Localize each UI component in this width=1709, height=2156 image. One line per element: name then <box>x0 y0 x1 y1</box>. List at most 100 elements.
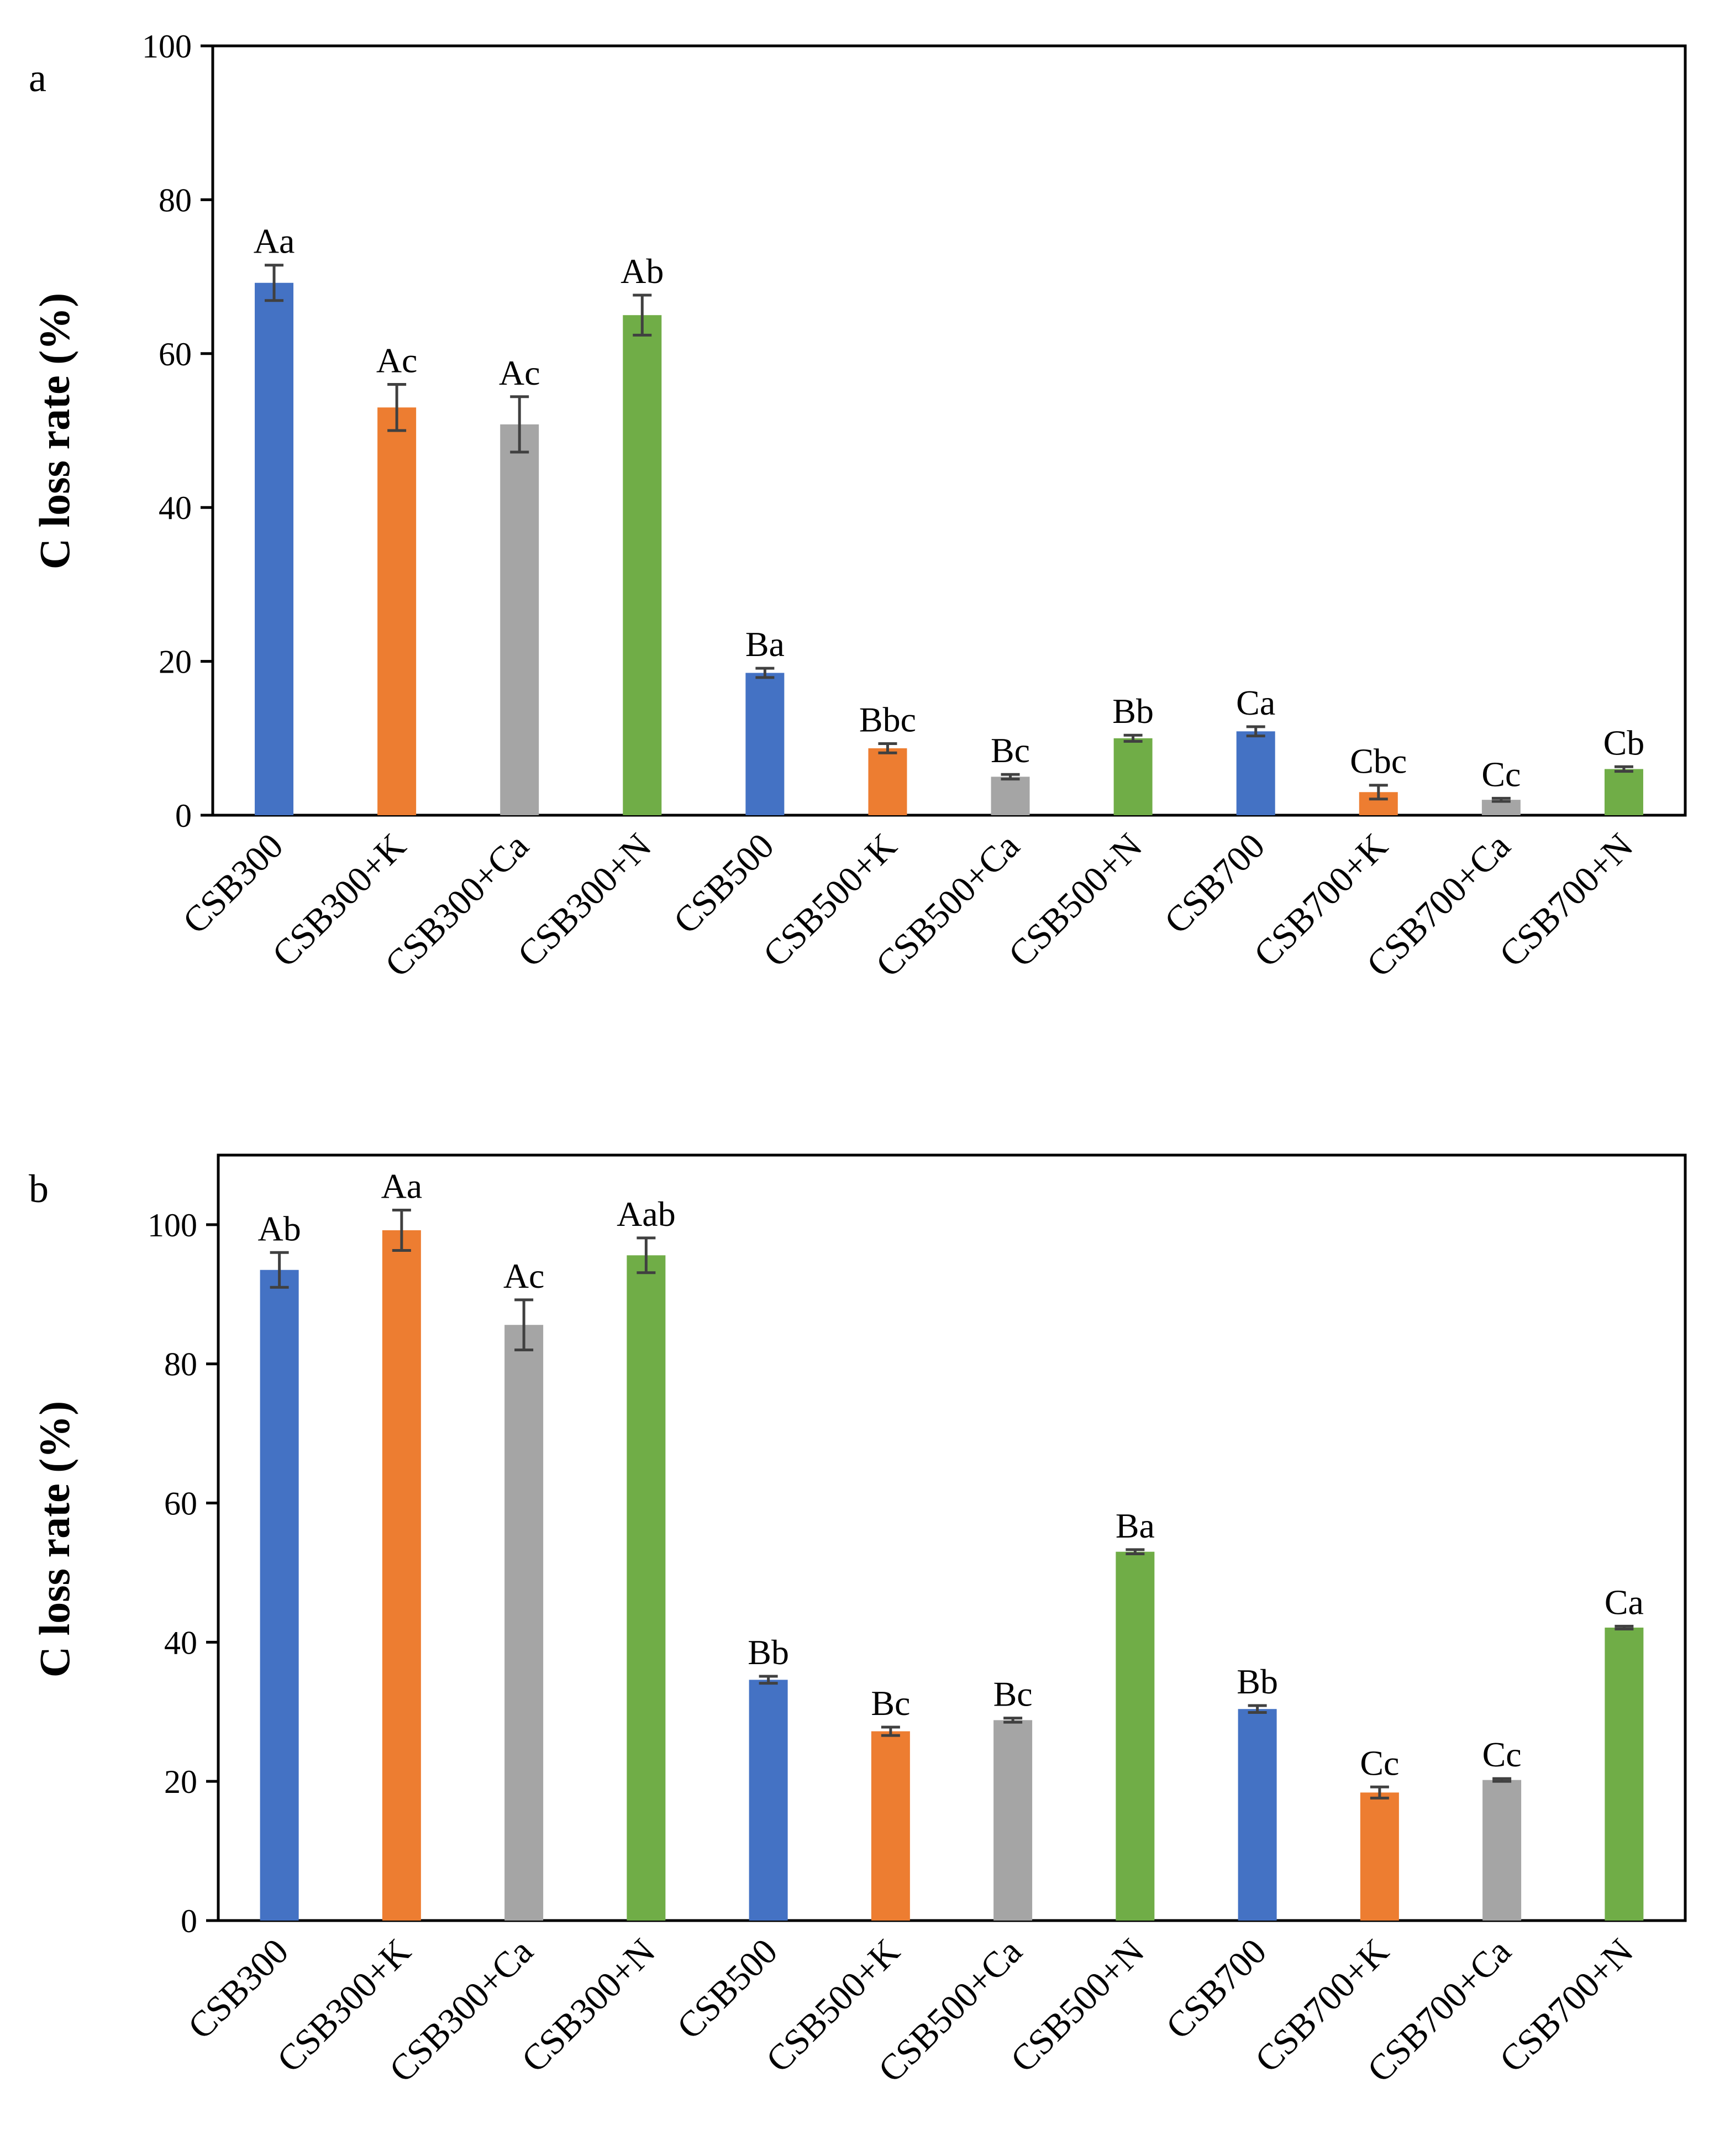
error-bar-a-5 <box>878 742 897 754</box>
bar-a-7 <box>1113 738 1153 815</box>
significance-label-b-4: Bb <box>748 1633 789 1672</box>
x-category-label-a-4: CSB500 <box>666 826 782 942</box>
error-bar-a-2 <box>510 395 529 454</box>
significance-label-a-6: Bc <box>991 731 1030 770</box>
error-bar-b-11 <box>1615 1624 1634 1630</box>
significance-label-b-0: Ab <box>258 1209 301 1248</box>
error-bar-b-6 <box>1003 1717 1023 1724</box>
error-bar-b-4 <box>759 1675 778 1685</box>
significance-label-a-3: Ab <box>621 251 664 291</box>
x-category-label-b-7: CSB500+N <box>1003 1931 1152 2080</box>
significance-label-a-2: Ac <box>499 353 540 392</box>
bar-a-3 <box>623 315 662 815</box>
plot-frame-b <box>217 1153 1687 1922</box>
bar-b-8 <box>1238 1709 1277 1921</box>
significance-label-b-2: Ac <box>503 1256 545 1295</box>
y-tick-label-b-3: 60 <box>164 1486 197 1522</box>
x-category-label-b-3: CSB300+N <box>514 1931 663 2080</box>
significance-label-a-10: Cc <box>1481 754 1521 794</box>
bar-a-6 <box>991 777 1030 815</box>
error-bar-b-9 <box>1370 1785 1389 1800</box>
significance-label-b-10: Cc <box>1482 1735 1522 1774</box>
bar-a-2 <box>500 424 539 815</box>
error-bar-b-10 <box>1492 1777 1512 1783</box>
bar-b-9 <box>1360 1792 1399 1921</box>
error-bar-b-8 <box>1248 1704 1267 1714</box>
bar-b-4 <box>749 1680 788 1921</box>
significance-label-a-4: Ba <box>745 625 785 664</box>
x-category-label-a-11: CSB700+N <box>1492 826 1641 975</box>
y-tick-label-b-0: 0 <box>181 1903 197 1939</box>
error-bar-a-3 <box>633 293 652 337</box>
bar-a-1 <box>377 407 417 815</box>
bar-b-6 <box>993 1720 1033 1921</box>
bar-a-0 <box>255 282 294 816</box>
bar-b-5 <box>871 1731 910 1921</box>
error-bar-a-0 <box>265 264 284 302</box>
x-category-label-b-8: CSB700 <box>1158 1931 1274 2047</box>
y-tick-label-a-5: 100 <box>142 28 192 65</box>
error-bar-a-11 <box>1614 765 1633 773</box>
significance-label-b-11: Ca <box>1605 1582 1644 1622</box>
y-tick-label-a-3: 60 <box>159 336 192 373</box>
x-category-label-a-7: CSB500+N <box>1001 826 1150 975</box>
significance-label-b-5: Bc <box>871 1683 910 1723</box>
significance-label-a-8: Ca <box>1236 683 1275 722</box>
y-axis-title-b: C loss rate (%) <box>30 1401 78 1677</box>
error-bar-a-8 <box>1246 725 1265 738</box>
panel-b: b C loss rate (%) 0 20 40 60 80 100 Ab CSB300 Aa… <box>29 1153 1687 2090</box>
bar-b-10 <box>1482 1780 1522 1921</box>
error-bar-b-7 <box>1126 1548 1145 1555</box>
x-category-label-b-4: CSB500 <box>669 1931 785 2047</box>
bar-b-2 <box>504 1325 544 1921</box>
bar-a-11 <box>1604 769 1643 815</box>
significance-label-b-6: Bc <box>993 1675 1033 1714</box>
error-bar-a-1 <box>387 382 407 432</box>
bar-b-0 <box>260 1270 299 1921</box>
significance-label-a-5: Bbc <box>859 700 916 739</box>
error-bar-a-4 <box>755 667 775 679</box>
error-bar-b-0 <box>270 1251 289 1289</box>
panel-label-b: b <box>29 1167 49 1211</box>
y-tick-label-b-5: 100 <box>148 1207 197 1244</box>
panel-label-a: a <box>29 56 46 100</box>
significance-label-b-9: Cc <box>1360 1743 1399 1782</box>
significance-label-b-3: Aab <box>617 1194 676 1234</box>
bar-b-11 <box>1605 1627 1644 1921</box>
y-tick-label-b-1: 20 <box>164 1764 197 1800</box>
panel-a: a C loss rate (%) 0 20 40 60 80 100 Aa CSB300 Ac… <box>29 28 1687 985</box>
y-tick-label-a-2: 40 <box>159 490 192 526</box>
x-category-label-a-3: CSB300+N <box>510 826 659 975</box>
bar-a-4 <box>745 673 785 815</box>
plot-frame-a <box>211 44 1687 817</box>
error-bar-b-5 <box>881 1725 900 1737</box>
y-tick-label-a-4: 80 <box>159 182 192 218</box>
bar-a-8 <box>1236 731 1275 815</box>
significance-label-a-1: Ac <box>376 340 418 380</box>
x-category-label-a-0: CSB300 <box>175 826 291 942</box>
y-tick-label-b-2: 40 <box>164 1624 197 1661</box>
significance-label-a-9: Cbc <box>1350 742 1407 781</box>
x-category-label-a-8: CSB700 <box>1156 826 1272 942</box>
error-bar-b-2 <box>514 1298 534 1352</box>
x-category-label-b-0: CSB300 <box>180 1931 296 2047</box>
error-bar-a-7 <box>1123 733 1143 743</box>
significance-label-b-8: Bb <box>1237 1662 1278 1701</box>
error-bar-b-1 <box>392 1208 411 1252</box>
bar-a-5 <box>868 748 907 815</box>
error-bar-a-6 <box>1001 773 1020 781</box>
y-tick-label-a-0: 0 <box>175 798 192 834</box>
error-bar-b-3 <box>637 1236 656 1274</box>
bar-b-1 <box>382 1230 421 1921</box>
x-category-label-b-11: CSB700+N <box>1492 1931 1641 2080</box>
significance-label-a-7: Bb <box>1112 691 1154 731</box>
significance-label-a-0: Aa <box>254 222 295 261</box>
significance-label-a-11: Cb <box>1603 723 1645 762</box>
y-tick-label-a-1: 20 <box>159 644 192 680</box>
bar-b-7 <box>1116 1551 1155 1921</box>
error-bar-a-9 <box>1369 784 1388 801</box>
significance-label-b-1: Aa <box>381 1166 423 1205</box>
bar-b-3 <box>627 1255 666 1921</box>
y-axis-title-a: C loss rate (%) <box>30 293 78 569</box>
